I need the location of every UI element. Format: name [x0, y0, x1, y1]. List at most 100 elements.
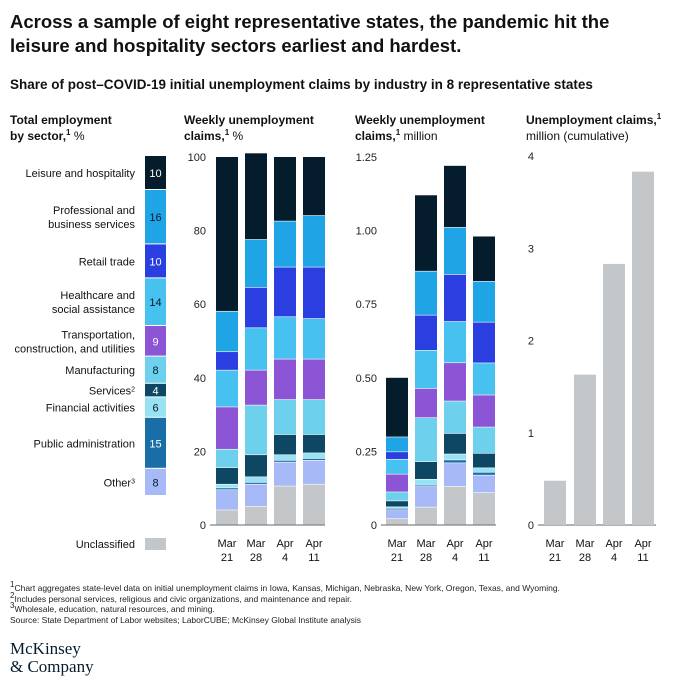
bar-segment-transportation [303, 359, 325, 400]
bar-segment-healthcare [473, 363, 495, 395]
bar-segment-other [245, 484, 267, 506]
bar-segment-transportation [274, 359, 296, 400]
bar-segment-unclassified [245, 506, 267, 525]
footnote-3: 3Wholesale, education, natural resources… [10, 601, 215, 615]
bar-segment-public [386, 508, 408, 510]
million-x-tick-label: Apr [446, 538, 463, 550]
bar-segment-professional [444, 227, 466, 275]
data-label-transportation: 9 [152, 336, 158, 348]
bar-segment-unclassified [473, 492, 495, 525]
data-label-retail: 10 [149, 256, 161, 268]
million-x-tick-label: 11 [478, 552, 489, 564]
footnotes: 1Chart aggregates state-level data on in… [10, 581, 560, 626]
bar-segment-transportation [415, 388, 437, 418]
pct-x-tick-label: Mar [247, 538, 266, 550]
pct-y-tick-label: 20 [194, 446, 206, 458]
bar-segment-financial [274, 455, 296, 460]
bar-segment-financial [415, 479, 437, 485]
pct-x-tick-label: Apr [276, 538, 293, 550]
pct-x-tick-label: 21 [221, 552, 233, 564]
bar-segment-healthcare [386, 459, 408, 474]
category-label-financial: Financial activities [46, 403, 136, 415]
panel-title-employment: Total employment by sector,1 % [10, 113, 112, 143]
bar-segment-financial [216, 484, 238, 488]
data-label-other: 8 [152, 477, 158, 489]
bar-segment-professional [415, 271, 437, 315]
cumulative-x-tick-label: 11 [637, 552, 648, 564]
pct-x-tick-label: Apr [305, 538, 322, 550]
bar-segment-leisure [444, 165, 466, 228]
cumulative-y-tick-label: 4 [528, 151, 534, 163]
category-label-healthcare: Healthcare and [60, 290, 135, 302]
pct-y-tick-label: 80 [194, 226, 206, 238]
bar-segment-leisure [303, 157, 325, 216]
bar-segment-public [473, 472, 495, 475]
bar-segment-retail [245, 287, 267, 328]
bar-segment-leisure [274, 157, 296, 221]
bar-segment-leisure [415, 195, 437, 271]
bar-segment-professional [303, 215, 325, 267]
bar-segment-unclassified [274, 486, 296, 525]
pct-y-tick-label: 60 [194, 299, 206, 311]
bar-segment-leisure [386, 377, 408, 437]
cumulative-x-tick-label: Mar [546, 538, 565, 550]
cumulative-bar [574, 374, 596, 525]
cumulative-y-tick-label: 2 [528, 336, 534, 348]
bar-segment-public [415, 485, 437, 487]
category-label-professional: business services [48, 219, 135, 231]
million-x-tick-label: Mar [417, 538, 436, 550]
cumulative-x-tick-label: 21 [549, 552, 561, 564]
bar-segment-leisure [216, 157, 238, 311]
bar-segment-public [444, 460, 466, 463]
bar-segment-financial [444, 454, 466, 460]
bar-segment-financial [473, 468, 495, 472]
bar-segment-healthcare [216, 370, 238, 407]
bar-segment-services [216, 467, 238, 484]
source-note: Source: State Department of Labor websit… [10, 615, 362, 626]
bar-segment-financial [145, 397, 166, 417]
bar-segment-manufacturing [145, 356, 166, 383]
bar-segment-leisure [473, 236, 495, 282]
bar-segment-transportation [386, 474, 408, 492]
bar-segment-healthcare [245, 328, 267, 370]
bar-segment-public [216, 488, 238, 490]
pct-x-tick-label: 11 [308, 552, 319, 564]
bar-segment-leisure [245, 153, 267, 240]
bar-segment-manufacturing [444, 401, 466, 434]
bar-segment-professional [473, 281, 495, 322]
bar-segment-public [274, 460, 296, 462]
bar-segment-manufacturing [415, 418, 437, 462]
pct-y-tick-label: 100 [188, 152, 206, 164]
bar-segment-retail [216, 352, 238, 370]
data-label-healthcare: 14 [149, 297, 161, 309]
million-y-tick-label: 1.25 [356, 152, 377, 164]
bar-segment-retail [473, 322, 495, 363]
data-label-public: 15 [149, 438, 161, 450]
bar-segment-retail [303, 267, 325, 319]
category-label-services: Services2 [89, 386, 135, 398]
data-label-services: 4 [152, 386, 158, 398]
cumulative-y-tick-label: 1 [528, 428, 534, 440]
panel-title-weekly-million: Weekly unemployment claims,1 million [355, 113, 485, 143]
bar-segment-retail [415, 315, 437, 351]
bar-segment-professional [145, 190, 166, 244]
panel-title-weekly-pct: Weekly unemployment claims,1 % [184, 113, 314, 143]
million-y-tick-label: 0.50 [356, 373, 377, 385]
category-label-manufacturing: Manufacturing [65, 365, 135, 377]
bar-segment-financial [303, 453, 325, 459]
million-x-tick-label: 28 [420, 552, 432, 564]
bar-segment-manufacturing [386, 492, 408, 501]
cumulative-x-tick-label: 4 [611, 552, 617, 564]
bar-segment-services [444, 433, 466, 454]
cumulative-bar [544, 480, 566, 525]
bar-segment-services [245, 455, 267, 477]
bar-segment-services [303, 434, 325, 453]
cumulative-y-tick-label: 0 [528, 520, 534, 532]
category-label-leisure: Leisure and hospitality [26, 168, 136, 180]
pct-x-tick-label: Mar [218, 538, 237, 550]
million-y-tick-label: 0.25 [356, 446, 377, 458]
bar-segment-unclassified [216, 510, 238, 525]
bar-segment-unclassified [386, 519, 408, 525]
pct-x-tick-label: 4 [282, 552, 288, 564]
